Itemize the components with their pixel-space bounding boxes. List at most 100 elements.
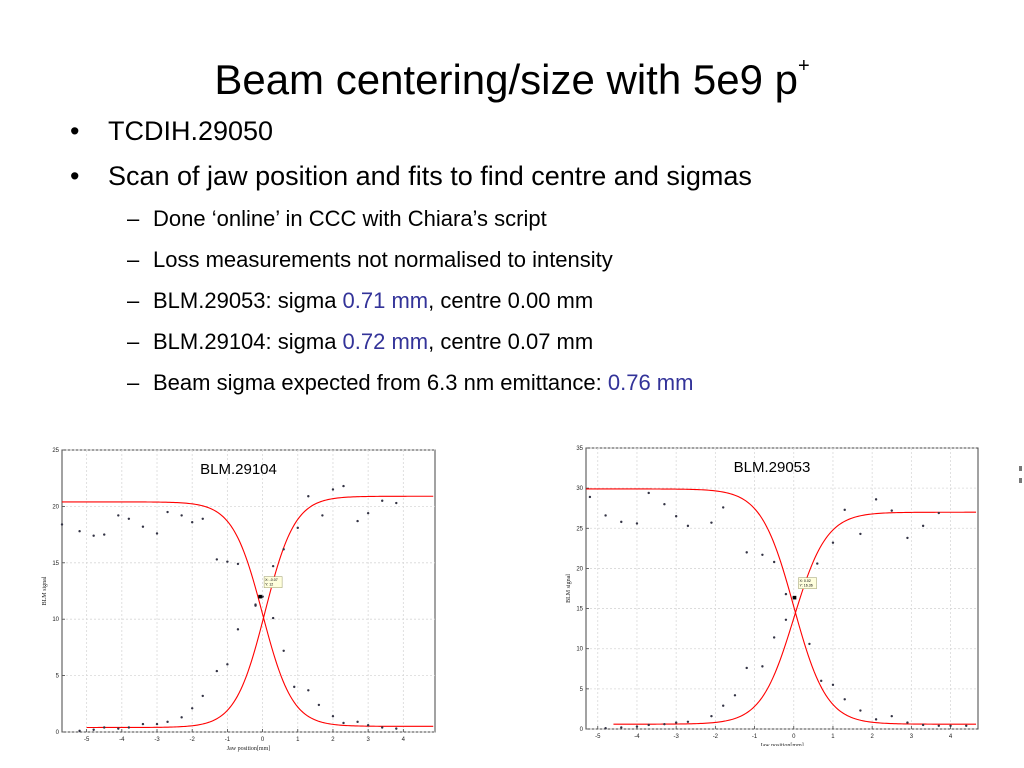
x-axis-label: Jaw position[mm]: [760, 743, 804, 746]
sub-bullet-item: – Done ‘online’ in CCC with Chiara’s scr…: [70, 204, 1010, 234]
sub-bullet-prefix: BLM.29053: sigma: [153, 288, 343, 313]
data-point: [686, 524, 690, 528]
data-point: [761, 553, 764, 556]
data-point: [342, 484, 345, 488]
data-point: [745, 551, 748, 554]
data-point: [60, 523, 64, 526]
y-axis-label: BLM signal: [42, 576, 48, 605]
datatip-y: Y: 12: [265, 583, 273, 587]
data-point: [155, 532, 159, 535]
datatip-marker: [792, 595, 797, 600]
data-point: [843, 698, 846, 701]
sub-bullet-item: – Loss measurements not normalised to in…: [70, 245, 1010, 275]
y-tick-label: 30: [576, 486, 583, 492]
y-tick-label: 5: [56, 674, 60, 680]
data-point: [874, 498, 878, 501]
sub-bullet-text: Done ‘online’ in CCC with Chiara’s scrip…: [153, 206, 547, 231]
data-point: [271, 564, 275, 568]
data-point: [843, 508, 846, 512]
sub-bullet-marker: –: [127, 329, 140, 354]
data-point: [647, 491, 650, 495]
data-point: [831, 541, 835, 544]
data-point: [201, 694, 204, 698]
sub-bullet-item: – BLM.29104: sigma 0.72 mm, centre 0.07 …: [70, 327, 1010, 357]
data-point: [296, 526, 299, 530]
data-point: [921, 723, 925, 727]
data-point: [921, 524, 925, 528]
y-tick-label: 20: [52, 504, 59, 510]
data-point: [166, 510, 169, 514]
data-point: [674, 721, 678, 724]
data-point: [874, 718, 878, 721]
data-point: [745, 666, 748, 670]
data-point: [949, 724, 952, 727]
data-point: [722, 506, 725, 509]
plot-area: [61, 449, 436, 733]
data-point: [890, 714, 893, 718]
data-point: [103, 533, 106, 536]
data-point: [859, 709, 862, 712]
sub-bullet-suffix: , centre 0.00 mm: [428, 288, 594, 313]
bullet-item: • Scan of jaw position and fits to find …: [70, 159, 1010, 194]
data-point: [78, 729, 81, 733]
bullet-marker: •: [70, 116, 80, 146]
data-point: [710, 521, 713, 524]
data-point: [620, 520, 623, 524]
data-point: [784, 592, 788, 596]
detector-label: BLM.29053: [734, 459, 811, 476]
sigma-value-highlight: 0.71 mm: [342, 288, 429, 313]
bullet-item: • TCDIH.29050: [70, 114, 1010, 149]
y-tick-label: 25: [576, 526, 583, 532]
x-tick-label: -4: [634, 734, 640, 740]
datatip-box: [263, 576, 283, 588]
data-point: [831, 683, 835, 687]
title-superscript: +: [797, 55, 810, 77]
data-point: [366, 511, 370, 515]
bullet-marker: •: [70, 161, 80, 191]
data-point: [859, 532, 862, 536]
sub-bullet-prefix: Beam sigma expected from 6.3 nm emittanc…: [153, 370, 608, 395]
data-point: [784, 618, 788, 622]
y-tick-label: 0: [56, 730, 60, 736]
data-point: [937, 724, 940, 727]
data-point: [965, 724, 968, 727]
y-tick-label: 25: [52, 448, 59, 454]
x-tick-label: -2: [713, 734, 719, 740]
data-point: [722, 704, 725, 707]
fit-curve-rising: [86, 495, 434, 729]
data-point: [307, 689, 310, 692]
data-point: [604, 726, 607, 730]
data-point: [127, 517, 131, 521]
datatip-x: X: -0.07: [265, 578, 278, 582]
x-tick-label: 2: [870, 734, 874, 740]
x-tick-label: -5: [84, 737, 90, 743]
data-point: [127, 726, 131, 729]
data-point: [180, 514, 183, 517]
datatip-box: [798, 577, 817, 589]
data-point: [282, 649, 285, 652]
x-tick-label: 3: [910, 734, 914, 740]
data-point: [236, 628, 240, 631]
x-tick-label: -3: [154, 737, 160, 743]
sub-bullet-item: – BLM.29053: sigma 0.71 mm, centre 0.00 …: [70, 286, 1010, 316]
data-point: [772, 560, 776, 564]
blm-29053-chart: -5 -4 -3 -2 -1 0 1 2 3 4 0 5 10 15 20 25 30 35 Jaw positio…: [566, 446, 979, 746]
data-point: [635, 725, 639, 728]
blm-29104-chart: -5 -4 -3 -2 -1 0 1 2 3 4 0 5 10 15 20 25 Jaw position[mm…: [42, 448, 436, 752]
data-point: [820, 679, 823, 683]
sub-bullet-marker: –: [127, 288, 140, 313]
x-tick-label: 1: [831, 734, 835, 740]
data-point: [663, 722, 666, 726]
data-point: [307, 495, 310, 498]
data-point: [78, 530, 81, 533]
data-point: [356, 720, 359, 724]
data-point: [761, 665, 764, 668]
fit-curve-rising: [613, 511, 977, 725]
data-point: [190, 707, 194, 710]
x-tick-label: 4: [402, 737, 406, 743]
bullet-list: • TCDIH.29050 • Scan of jaw position and…: [70, 114, 1010, 409]
data-point: [635, 522, 639, 525]
x-tick-label: 4: [949, 734, 953, 740]
data-point: [890, 509, 893, 512]
data-point: [201, 517, 204, 521]
